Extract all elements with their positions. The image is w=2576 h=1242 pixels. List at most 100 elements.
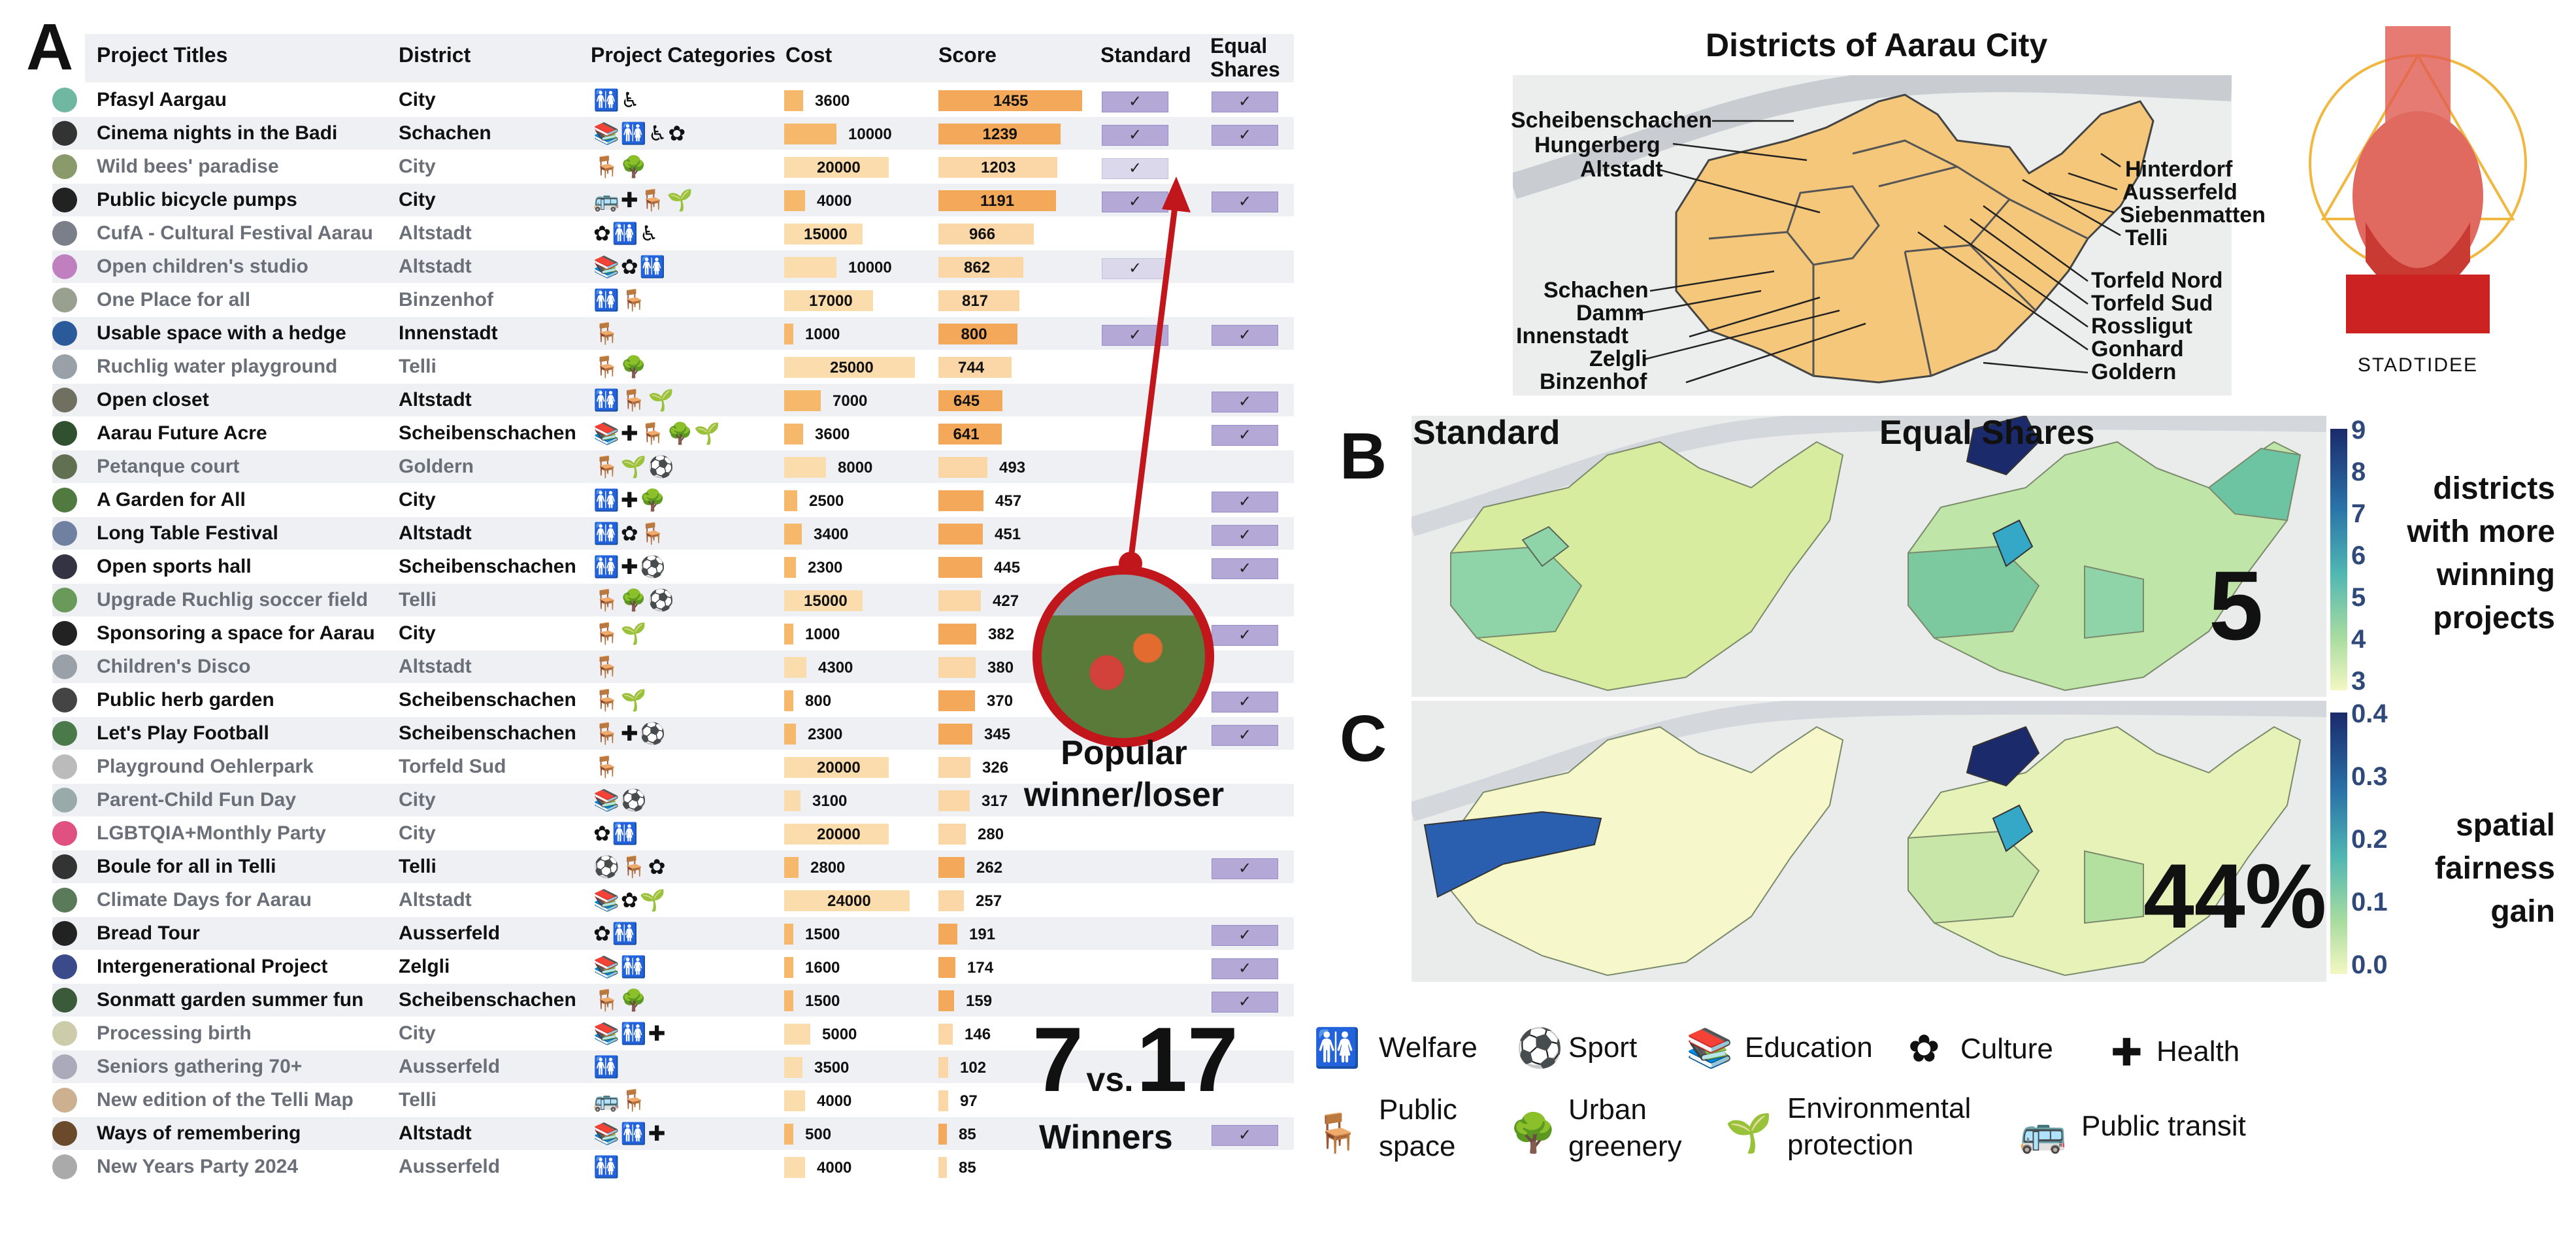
colorbar-tick: 6	[2351, 541, 2366, 570]
project-avatar	[52, 321, 77, 346]
project-title: Petanque court	[97, 456, 240, 477]
score-value: 451	[995, 526, 1021, 543]
table-row: Playground Oehlerpark Torfeld Sud 🪑 20000 32…	[52, 750, 1294, 783]
cost-value: 10000	[848, 259, 892, 277]
project-avatar	[52, 954, 77, 979]
district-label: Siebenmatten	[2120, 203, 2266, 227]
project-avatar	[52, 588, 77, 613]
score-value: 85	[959, 1159, 976, 1177]
panel-b-equal-shares-title: Equal Shares	[1879, 414, 2095, 452]
project-district: Altstadt	[399, 522, 472, 544]
score-bar	[938, 457, 987, 478]
side-text-line: spatial	[2455, 808, 2555, 843]
table-row: Climate Days for Aarau Altstadt 📚✿🌱 24000 25…	[52, 884, 1294, 916]
table-header-bar	[85, 34, 1294, 82]
colorbar-tick: 0.0	[2351, 950, 2388, 979]
project-category-icons: 🪑🌳⚽	[593, 588, 676, 612]
district-label: Innenstadt	[1516, 324, 1628, 348]
project-avatar	[52, 388, 77, 412]
equal-shares-check: ✓	[1212, 392, 1278, 412]
panel-b-svg	[1408, 410, 2327, 692]
project-title: Bread Tour	[97, 922, 200, 944]
education-icon: 📚	[1686, 1027, 1734, 1069]
panel-c-big-value: 44%	[2143, 845, 2327, 947]
district-label: Telli	[2125, 226, 2168, 250]
equal-shares-check: ✓	[1212, 692, 1278, 713]
project-category-icons: 🚌✚🪑🌱	[593, 188, 695, 212]
legend-label: Public transit	[2081, 1110, 2246, 1142]
equal-shares-check: ✓	[1212, 725, 1278, 746]
cost-value: 25000	[830, 359, 874, 377]
welfare-icon: 🚻	[1313, 1027, 1361, 1069]
project-title: Let's Play Football	[97, 722, 269, 744]
score-value: 645	[953, 392, 980, 410]
project-title: Wild bees' paradise	[97, 156, 279, 177]
table-row: Open sports hall Scheibenschachen 🚻✚⚽ 2300 4…	[52, 550, 1294, 583]
project-category-icons: 📚✿🚻	[593, 255, 667, 278]
project-category-icons: 🪑	[593, 755, 621, 779]
panel-b-side-text: districts with more winning projects	[2379, 467, 2555, 640]
project-district: Altstadt	[399, 656, 472, 677]
cost-bar	[784, 1157, 805, 1178]
table-row: LGBTQIA+Monthly Party City ✿🚻 20000 280	[52, 817, 1294, 850]
winners-equal-count: 17	[1136, 1008, 1238, 1111]
equal-shares-check: ✓	[1212, 125, 1278, 146]
district-label: Hinterdorf	[2125, 157, 2233, 182]
project-title: One Place for all	[97, 289, 251, 310]
score-value: 966	[969, 226, 996, 243]
project-district: Goldern	[399, 456, 474, 477]
cost-value: 1500	[805, 992, 840, 1010]
district-label: Goldern	[2091, 360, 2177, 384]
header-cost: Cost	[785, 43, 833, 67]
panel-b-standard-title: Standard	[1413, 414, 1560, 452]
district-label: Torfeld Sud	[2091, 291, 2213, 316]
cost-bar	[784, 490, 797, 511]
project-avatar	[52, 854, 77, 879]
score-bar	[938, 990, 954, 1011]
cost-bar	[784, 690, 793, 711]
project-category-icons: 📚⚽	[593, 788, 648, 812]
cost-bar	[784, 324, 793, 344]
project-title: Boule for all in Telli	[97, 856, 276, 877]
project-title: Parent-Child Fun Day	[97, 789, 297, 811]
score-bar	[938, 590, 981, 611]
equal-shares-check: ✓	[1212, 858, 1278, 879]
cost-bar	[784, 957, 793, 978]
project-district: Schachen	[399, 122, 491, 144]
cost-value: 10000	[848, 126, 892, 143]
project-title: Pfasyl Aargau	[97, 89, 227, 110]
project-avatar	[52, 654, 77, 679]
score-bar	[938, 390, 1002, 411]
district-label: Torfeld Nord	[2091, 268, 2223, 293]
panel-b-colorbar	[2330, 429, 2347, 690]
project-category-icons: ✿🚻	[593, 822, 640, 845]
colorbar-tick: 0.3	[2351, 762, 2388, 791]
project-title: Open children's studio	[97, 256, 308, 277]
side-text-line: with more	[2407, 514, 2555, 549]
colorbar-tick: 8	[2351, 458, 2366, 486]
project-title: Processing birth	[97, 1022, 252, 1044]
side-text-line: gain	[2490, 894, 2555, 929]
project-avatar	[52, 121, 77, 146]
sport-icon: ⚽	[1516, 1027, 1564, 1069]
winners-vs: vs.	[1086, 1061, 1134, 1099]
stadtidee-logo: STADTIDEE	[2307, 26, 2529, 376]
project-avatar	[52, 288, 77, 312]
cost-value: 2800	[810, 859, 846, 877]
project-category-icons: 🪑✚⚽	[593, 722, 667, 745]
score-bar	[938, 290, 1019, 311]
score-bar	[938, 1024, 953, 1045]
project-district: Telli	[399, 356, 437, 377]
project-category-icons: 🚌🪑	[593, 1088, 648, 1112]
project-district: City	[399, 189, 436, 210]
project-category-icons: 🚻	[593, 1155, 621, 1179]
score-bar	[938, 324, 1017, 344]
equal-shares-check: ✓	[1212, 192, 1278, 212]
table-row: Long Table Festival Altstadt 🚻✿🪑 3400 451 ✓	[52, 517, 1294, 550]
cost-bar	[784, 157, 889, 178]
score-value: 427	[993, 592, 1019, 610]
cost-bar	[784, 890, 910, 911]
project-title: CufA - Cultural Festival Aarau	[97, 222, 373, 244]
cost-bar	[784, 857, 799, 878]
cost-value: 1000	[805, 326, 840, 343]
